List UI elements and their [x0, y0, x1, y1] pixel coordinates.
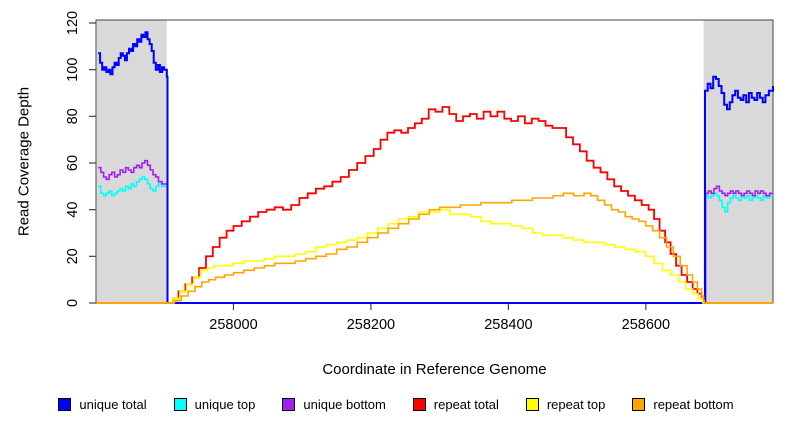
y-axis-tick-label: 100	[65, 58, 81, 82]
series-line-repeat-total	[96, 106, 773, 304]
series-line-repeat-bottom	[96, 192, 773, 304]
legend-label: unique total	[79, 397, 147, 412]
legend-swatch-unique-bottom	[282, 398, 296, 411]
y-axis-tick-label: 0	[65, 299, 81, 307]
series-line-unique-total	[98, 31, 774, 304]
y-axis-title: Read Coverage Depth	[15, 86, 33, 237]
shaded-region-right	[703, 20, 773, 303]
y-axis-tick-label: 20	[65, 248, 81, 264]
legend-swatch-repeat-top	[525, 398, 539, 411]
legend-item-unique-top: unique top	[173, 397, 256, 412]
legend-swatch-repeat-bottom	[632, 398, 646, 411]
legend-swatch-unique-top	[173, 398, 187, 411]
x-axis-title: Coordinate in Reference Genome	[322, 361, 547, 378]
legend-item-repeat-total: repeat total	[412, 397, 499, 412]
series-line-repeat-top	[96, 208, 773, 304]
legend-item-repeat-top: repeat top	[525, 397, 606, 412]
legend-label: unique top	[194, 397, 256, 412]
legend-label: repeat total	[433, 397, 499, 412]
chart-legend: unique total unique top unique bottom repea…	[0, 397, 792, 412]
series-line-unique-bottom	[98, 159, 773, 304]
legend-swatch-unique-total	[58, 398, 72, 411]
y-axis-tick-label: 40	[65, 202, 81, 218]
legend-label: repeat bottom	[653, 397, 734, 412]
y-axis-tick-label: 80	[65, 108, 81, 124]
coverage-chart-canvas: 258000 258200 258400 258600 0 20 40 60 80 100 120	[65, 11, 774, 333]
legend-swatch-repeat-total	[412, 398, 426, 411]
legend-item-repeat-bottom: repeat bottom	[632, 397, 734, 412]
plot-box	[95, 19, 774, 304]
y-axis-tick-label: 60	[65, 155, 81, 171]
y-axis-tick-label: 120	[65, 11, 81, 35]
legend-item-unique-total: unique total	[58, 397, 147, 412]
series-line-unique-top	[98, 176, 773, 304]
legend-label: repeat top	[546, 397, 606, 412]
x-axis-tick-label: 258600	[622, 317, 670, 333]
legend-label: unique bottom	[303, 397, 386, 412]
legend-item-unique-bottom: unique bottom	[282, 397, 386, 412]
x-axis-tick-label: 258400	[484, 317, 532, 333]
x-axis-tick-label: 258000	[209, 317, 257, 333]
x-axis-tick-label: 258200	[347, 317, 395, 333]
